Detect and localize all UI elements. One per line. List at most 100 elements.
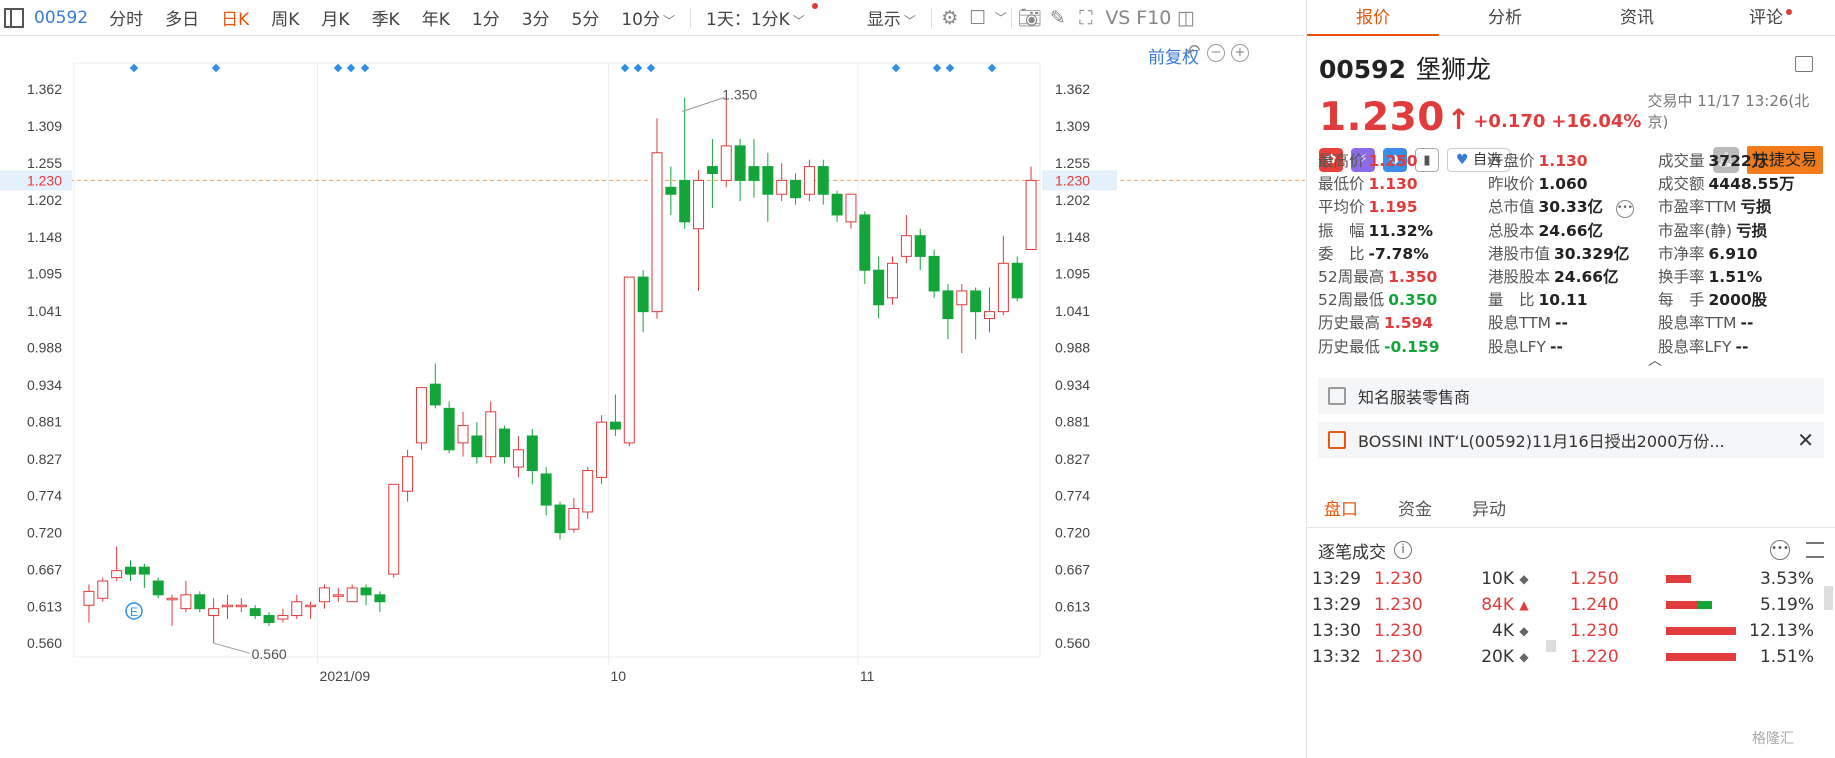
quick-trade-button[interactable]: 快捷交易 <box>1746 146 1823 174</box>
kline-chart-area[interactable]: 0.560 0.560 0.613 0.613 0.667 0.667 0.720 0.720… <box>0 37 1305 758</box>
candle-body <box>845 193 857 223</box>
tab-monthly-k[interactable]: 月K <box>321 10 350 30</box>
news-banner[interactable]: BOSSINI INT‘L(00592)11月16日授出2000万份... ✕ <box>1318 422 1824 458</box>
info-icon[interactable]: i <box>1394 541 1412 559</box>
depth-bar-buy <box>1697 601 1712 609</box>
tab-news[interactable]: 资讯 <box>1620 8 1654 28</box>
zoom-out-icon[interactable]: − <box>1207 44 1225 62</box>
chevron-down-icon: ﹀ <box>792 14 805 28</box>
tick-list[interactable]: 13:29 1.230 10K ◆ 13:29 1.230 84K ▲ 13:30 1.230 4K… <box>1312 566 1542 670</box>
list-view-icon[interactable] <box>1806 542 1824 558</box>
y-tick-label-left: 0.560 <box>27 635 62 651</box>
camera-icon[interactable]: 📷︎ <box>1017 7 1042 29</box>
panel-scrollbar[interactable] <box>1824 586 1833 610</box>
tag-icon[interactable]: ⬗ <box>1383 148 1407 172</box>
tab-multiday[interactable]: 多日 <box>165 10 200 30</box>
tab-3min[interactable]: 3分 <box>521 10 550 30</box>
tick-volume: 20K <box>1481 647 1514 667</box>
tab-comments[interactable]: 评论 <box>1703 0 1835 35</box>
stat-label: 市净率 <box>1658 244 1705 263</box>
period-combo-select[interactable]: 1天：1分K ﹀ <box>695 5 816 30</box>
list-icon[interactable] <box>1795 56 1813 72</box>
expand-chevron-icon[interactable]: ︿ <box>1648 353 1662 369</box>
notification-dot <box>811 2 818 9</box>
depth-price: 1.250 <box>1570 569 1619 589</box>
tab-capital[interactable]: 资金 <box>1398 500 1432 520</box>
chevron-down-icon[interactable]: ﹀ <box>994 11 1007 25</box>
f10-button[interactable]: F10 <box>1136 6 1172 29</box>
gear-icon[interactable]: ⚙ <box>941 6 959 29</box>
current-price-label-right: 1.230 <box>1055 172 1090 188</box>
add-watchlist-button[interactable]: ♥ 自选 <box>1447 148 1511 172</box>
price-change: +0.170 <box>1473 111 1546 132</box>
candle-body <box>235 604 247 608</box>
tab-1min[interactable]: 1分 <box>471 10 500 30</box>
tab-5min[interactable]: 5分 <box>571 10 600 30</box>
candle-body <box>970 290 982 313</box>
lightning-icon[interactable]: ⚡ <box>1351 148 1375 172</box>
close-icon[interactable]: ✕ <box>1797 428 1814 452</box>
bookmark-icon[interactable]: ▮ <box>1415 148 1439 172</box>
tab-quote[interactable]: 报价 <box>1307 0 1439 36</box>
tick-time: 13:32 <box>1312 647 1361 667</box>
candle-body <box>762 166 774 195</box>
chevron-down-icon: ﹀ <box>663 14 676 28</box>
more-info-icon[interactable]: ••• <box>1616 200 1634 218</box>
y-tick-label-left: 1.041 <box>27 303 62 319</box>
tab-anomaly[interactable]: 异动 <box>1472 500 1506 520</box>
depth-bar <box>1666 653 1736 661</box>
tab-yearly-k[interactable]: 年K <box>421 10 450 30</box>
depth-price: 1.220 <box>1570 647 1619 667</box>
hk-flag-icon[interactable]: ✿ <box>1319 148 1343 172</box>
pencil-icon[interactable]: ✎ <box>1049 6 1066 29</box>
stock-code-link[interactable]: 00592 <box>34 7 89 28</box>
event-marker-diamond <box>620 63 630 73</box>
tick-direction-icon: ◆ <box>1519 650 1529 664</box>
tab-orderbook[interactable]: 盘口 <box>1324 500 1358 520</box>
stat-value: -- <box>1740 314 1754 333</box>
tick-scrollbar[interactable] <box>1546 640 1556 652</box>
stat-value: 24.66亿 <box>1538 221 1604 240</box>
draw-rectangle-icon[interactable]: ☐ <box>969 6 987 29</box>
tab-weekly-k[interactable]: 周K <box>271 10 300 30</box>
kline-chart[interactable]: 0.560 0.560 0.613 0.613 0.667 0.667 0.720 0.720… <box>0 37 1305 758</box>
sidebar-toggle-icon[interactable] <box>4 7 24 28</box>
stat-value: -0.159 <box>1384 337 1440 356</box>
tab-daily-k[interactable]: 日K <box>221 10 250 30</box>
candle-body <box>83 590 95 606</box>
undo-icon[interactable]: ↶ <box>1185 41 1201 62</box>
stat-cell: 历史最低 -0.159 <box>1318 336 1488 359</box>
tab-quarterly-k[interactable]: 季K <box>371 10 400 30</box>
tab-intraday[interactable]: 分时 <box>109 10 144 30</box>
stat-row: 平均价 1.195 总市值 30.33亿 市盈率TTM 亏损 <box>1318 196 1828 219</box>
candle-body <box>429 383 441 406</box>
y-tick-label-right: 0.881 <box>1055 413 1090 429</box>
stat-row: 最低价 1.130 昨收价 1.060 成交额 4448.55万 <box>1318 173 1828 196</box>
company-profile[interactable]: 知名服装零售商 <box>1318 378 1824 414</box>
tab-10min[interactable]: 10分 ﹀ <box>610 5 686 30</box>
stat-label: 市盈率(静) <box>1658 221 1733 240</box>
candle-body <box>499 428 511 458</box>
fullscreen-icon[interactable]: ⛶ <box>1079 6 1093 29</box>
candle-body <box>582 470 594 513</box>
tab-analysis[interactable]: 分析 <box>1488 8 1522 28</box>
stat-value: 0.350 <box>1388 291 1438 310</box>
compare-vs-button[interactable]: VS <box>1105 6 1131 29</box>
zoom-in-icon[interactable]: + <box>1231 44 1249 62</box>
more-icon[interactable]: ••• <box>1770 540 1790 560</box>
stat-label: 换手率 <box>1658 267 1705 286</box>
depth-price: 1.240 <box>1570 595 1619 615</box>
panel-toggle-icon[interactable]: ◫ <box>1176 6 1195 29</box>
price-adjust-button[interactable]: 前复权 <box>1148 48 1199 68</box>
candle-body <box>665 186 677 195</box>
stat-label: 市盈率TTM <box>1658 198 1737 217</box>
candle-body <box>720 145 732 181</box>
chart-toolbar: 00592 分时 多日 日K 周K 月K 季K 年K 1分 3分 5分 10分 ﹀… <box>0 0 1305 36</box>
stat-cell: 52周最低 0.350 <box>1318 289 1488 312</box>
period-combo-label: 1天：1分K <box>706 10 790 30</box>
current-price-label-left: 1.230 <box>27 172 62 188</box>
candle-body <box>485 411 497 458</box>
bell-icon[interactable]: 🔔︎ <box>1712 147 1739 173</box>
stat-label: 量 比 <box>1488 291 1535 310</box>
display-menu[interactable]: 显示 ﹀ <box>856 5 927 30</box>
